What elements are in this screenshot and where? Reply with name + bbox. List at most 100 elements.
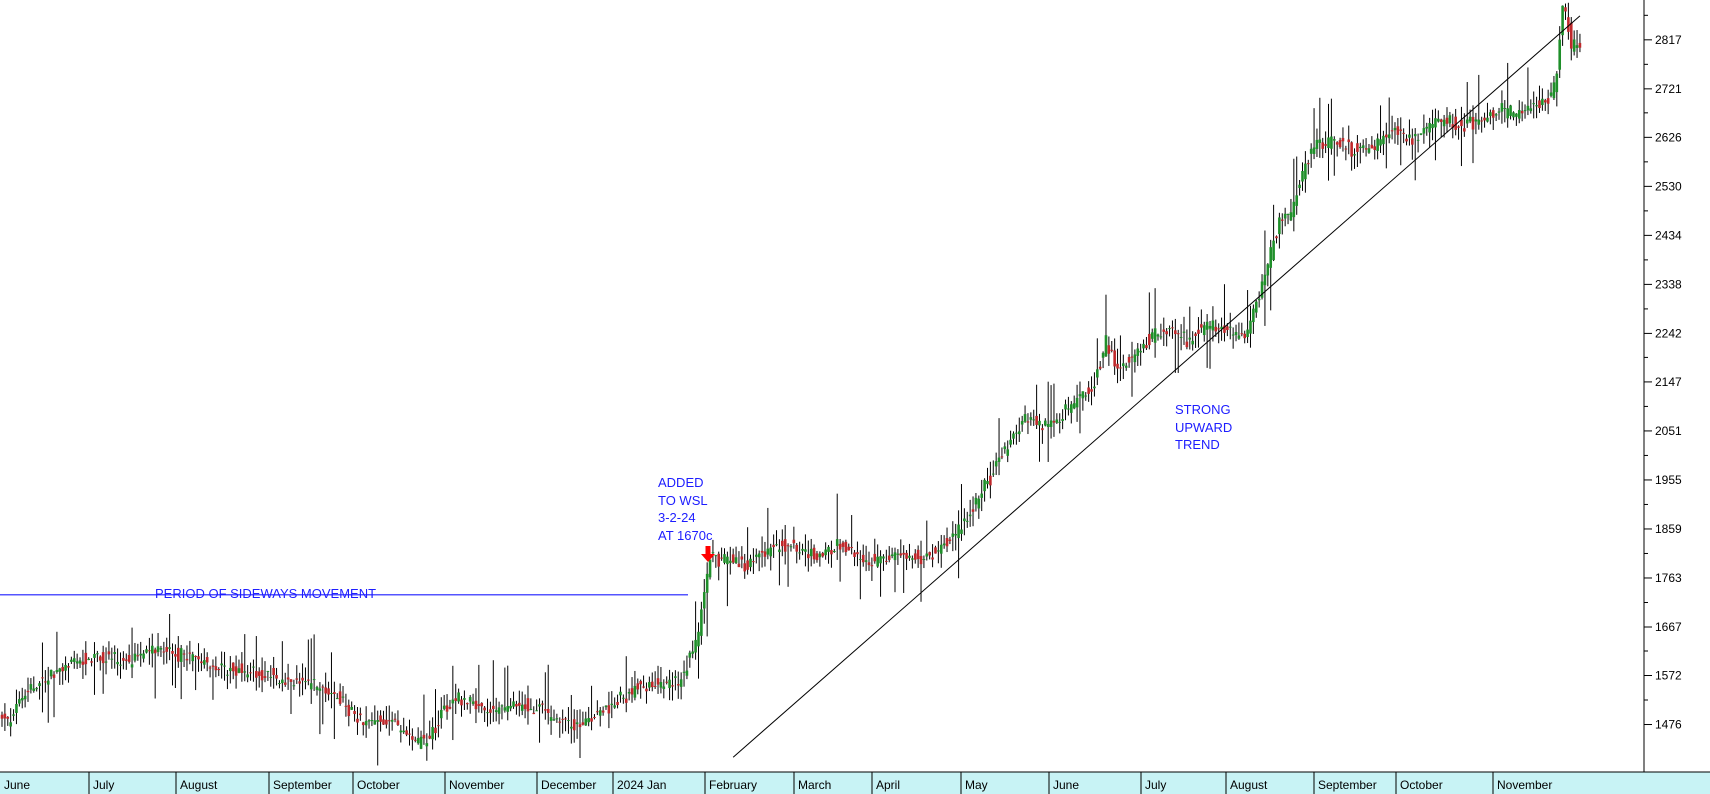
candle <box>1023 405 1027 423</box>
candle <box>980 479 984 512</box>
candle <box>217 667 221 677</box>
candle <box>252 659 255 682</box>
candle <box>26 677 30 702</box>
candle <box>665 676 668 685</box>
candle-body-down <box>518 702 521 706</box>
candle <box>1298 179 1301 196</box>
candle-body-down <box>217 669 221 671</box>
candle <box>1176 329 1180 373</box>
candle <box>939 534 943 568</box>
candle-body-down <box>596 711 599 713</box>
candle <box>315 685 319 696</box>
candle <box>191 651 195 672</box>
candle <box>905 550 908 571</box>
month-label: 2024 Jan <box>617 778 666 792</box>
candle-body-up <box>512 701 515 707</box>
candle-body-up <box>723 554 726 563</box>
candle-body-up <box>1419 133 1423 135</box>
candle <box>1084 392 1088 401</box>
candle-body-up <box>674 676 677 678</box>
sideways-annotation: PERIOD OF SIDEWAYS MOVEMENT <box>155 586 377 601</box>
candle <box>1049 385 1053 439</box>
month-label: November <box>1497 778 1552 792</box>
candle <box>792 526 796 549</box>
candle <box>1489 109 1492 125</box>
candle <box>1474 112 1478 135</box>
price-tick-label: 2817 <box>1655 33 1682 47</box>
candle <box>162 641 166 665</box>
candle <box>1306 159 1310 175</box>
candle <box>90 658 93 667</box>
month-label: August <box>1230 778 1268 792</box>
candle-body-up <box>1413 133 1417 137</box>
candle-body-up <box>1283 213 1287 219</box>
candle <box>171 643 174 686</box>
candle <box>1359 142 1362 164</box>
candle-body-up <box>309 683 313 690</box>
candle-body-up <box>1272 240 1275 261</box>
month-label: February <box>709 778 757 792</box>
candle-body-up <box>804 549 807 552</box>
candle <box>1257 291 1261 308</box>
candle <box>168 613 171 661</box>
candle <box>194 655 197 691</box>
candle-body-down <box>347 704 351 717</box>
candle <box>544 672 547 720</box>
candle <box>1353 148 1356 169</box>
candle-body-up <box>1526 105 1530 111</box>
candle-body-up <box>1555 73 1559 93</box>
candle-body-up <box>1541 98 1544 105</box>
candle <box>1549 82 1553 98</box>
candle-body-up <box>9 722 12 727</box>
candle <box>1428 117 1431 148</box>
candle-body-up <box>1231 334 1235 336</box>
candle <box>515 700 518 715</box>
candle-body-up <box>1301 170 1304 182</box>
candle <box>1382 130 1385 156</box>
candle-body-down <box>286 677 290 680</box>
candle-body-down <box>0 714 4 719</box>
candle <box>726 551 729 607</box>
candle <box>587 706 590 727</box>
candle <box>1572 30 1576 56</box>
candle-body-down <box>763 551 767 557</box>
candle-body-up <box>226 674 229 676</box>
candle-body-down <box>616 701 619 706</box>
candle-body-down <box>411 736 414 740</box>
candle <box>532 706 536 715</box>
candle <box>153 647 157 699</box>
candle-body-up <box>1465 119 1469 124</box>
candle <box>714 554 718 568</box>
candle <box>1064 399 1067 421</box>
candle <box>298 672 301 697</box>
candle-body-up <box>694 639 697 653</box>
candle-body-down <box>847 546 851 551</box>
candle <box>283 672 287 687</box>
candle-body-up <box>1139 350 1142 353</box>
candle-body-down <box>353 711 356 715</box>
month-label: November <box>449 778 504 792</box>
candle <box>604 705 608 710</box>
candle <box>1254 299 1258 318</box>
candle <box>1312 108 1316 160</box>
candle-body-down <box>1324 144 1327 146</box>
candle <box>205 652 209 672</box>
candle <box>954 523 957 551</box>
candle-body-up <box>315 687 319 690</box>
candle-body-down <box>211 665 215 667</box>
candle <box>743 553 747 579</box>
candle <box>1150 328 1154 342</box>
candle <box>827 545 830 564</box>
candle-body-up <box>587 718 590 723</box>
candle <box>182 649 186 668</box>
candle-body-down <box>321 686 325 688</box>
candle-body-up <box>1503 107 1507 109</box>
candle-body-up <box>879 556 882 564</box>
candle-body-down <box>1116 363 1119 369</box>
candle <box>1486 102 1489 123</box>
candle <box>220 651 223 679</box>
month-label: May <box>965 778 988 792</box>
month-label: September <box>1318 778 1377 792</box>
candle-body-down <box>327 688 330 695</box>
candle <box>1408 119 1411 146</box>
